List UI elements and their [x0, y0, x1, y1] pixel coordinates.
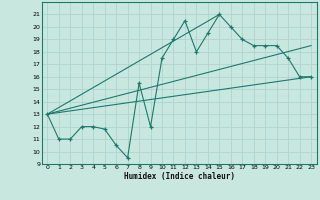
- X-axis label: Humidex (Indice chaleur): Humidex (Indice chaleur): [124, 172, 235, 181]
